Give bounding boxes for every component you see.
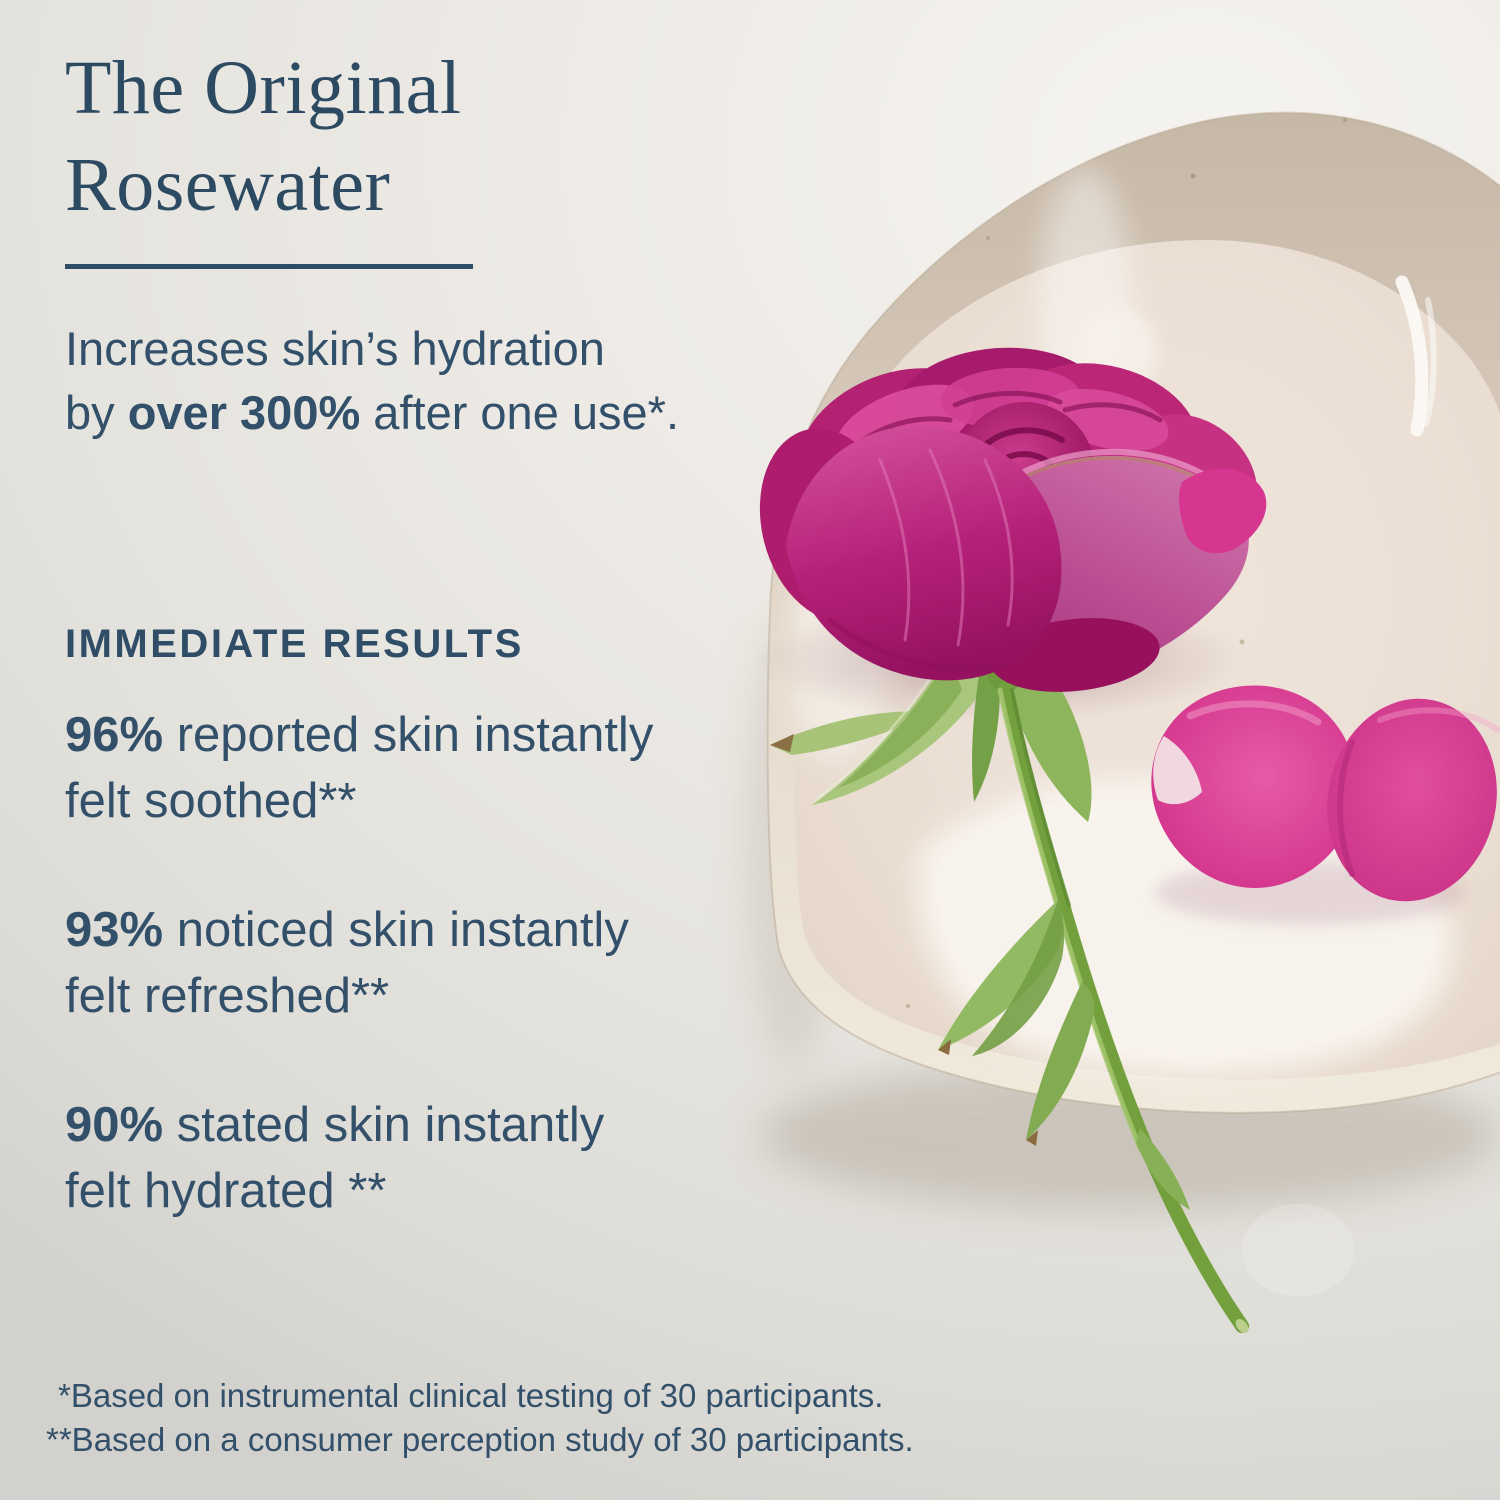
stat-soothed: 96% reported skin instantly felt soothed… <box>65 702 653 834</box>
intro-line-1: Increases skin’s hydration <box>65 322 605 375</box>
water-droplet <box>1241 1203 1355 1297</box>
hydration-stat: over 300% <box>127 386 361 439</box>
footnotes: *Based on instrumental clinical testing … <box>46 1374 914 1462</box>
results-heading: IMMEDIATE RESULTS <box>65 622 524 666</box>
stat-value: 96% <box>65 708 164 762</box>
stat-text: noticed skin instantly <box>163 903 629 957</box>
title-underline <box>65 264 473 269</box>
loose-petal-1 <box>1151 685 1357 888</box>
page-title: The Original Rosewater <box>65 40 461 234</box>
rose-sepals <box>770 645 1092 822</box>
stat-line-1: 90% stated skin instantly <box>65 1092 604 1158</box>
stat-value: 90% <box>65 1098 164 1152</box>
intro-line-2-pre: by <box>65 386 128 439</box>
stat-line-1: 93% noticed skin instantly <box>65 897 629 963</box>
water-highlights <box>1039 168 1437 1297</box>
rose-flower <box>759 347 1267 692</box>
stat-line-1: 96% reported skin instantly <box>65 702 653 768</box>
footnote-clinical: *Based on instrumental clinical testing … <box>58 1377 884 1414</box>
stat-hydrated: 90% stated skin instantly felt hydrated … <box>65 1092 604 1224</box>
intro-line-2-post: after one use*. <box>360 386 680 439</box>
loose-petal-2 <box>1327 698 1500 902</box>
stem-leaves <box>938 900 1190 1210</box>
footnote-perception: **Based on a consumer perception study o… <box>46 1421 914 1458</box>
stat-line-2: felt soothed** <box>65 774 357 828</box>
stat-refreshed: 93% noticed skin instantly felt refreshe… <box>65 897 629 1029</box>
stat-text: stated skin instantly <box>163 1098 605 1152</box>
stat-line-2: felt refreshed** <box>65 969 390 1023</box>
stat-line-2: felt hydrated ** <box>65 1164 387 1218</box>
stat-value: 93% <box>65 903 164 957</box>
stat-text: reported skin instantly <box>163 708 654 762</box>
title-line-1: The Original <box>65 46 462 130</box>
intro-line-2: by over 300% after one use*. <box>65 381 679 445</box>
intro-text: Increases skin’s hydration by over 300% … <box>65 317 679 445</box>
title-line-2: Rosewater <box>65 143 391 227</box>
